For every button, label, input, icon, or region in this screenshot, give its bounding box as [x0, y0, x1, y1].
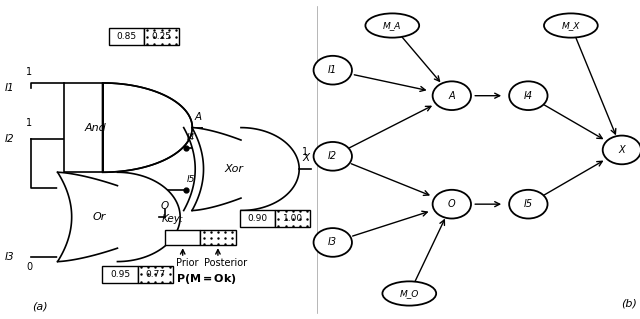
Text: X: X	[302, 153, 310, 163]
Text: I2: I2	[5, 134, 15, 144]
Text: A: A	[195, 112, 202, 122]
Polygon shape	[102, 83, 192, 172]
Bar	[240, 210, 275, 227]
Text: I4: I4	[524, 91, 533, 101]
Text: 0: 0	[26, 262, 33, 271]
Bar	[275, 210, 310, 227]
Text: 1: 1	[302, 147, 308, 157]
Text: Key:: Key:	[162, 214, 184, 224]
Ellipse shape	[433, 190, 471, 219]
Text: M_A: M_A	[383, 21, 401, 30]
Ellipse shape	[314, 228, 352, 257]
Text: I5: I5	[187, 175, 195, 184]
Text: I1: I1	[5, 83, 15, 93]
Text: A: A	[449, 91, 455, 101]
Text: 0.85: 0.85	[116, 32, 136, 41]
Text: (b): (b)	[621, 298, 637, 308]
Text: And: And	[85, 122, 106, 133]
Text: I1: I1	[328, 65, 337, 75]
Text: O: O	[448, 199, 456, 209]
Text: 0.25: 0.25	[152, 32, 172, 41]
Text: 1: 1	[26, 118, 33, 128]
Text: (a): (a)	[32, 301, 47, 311]
Text: 0.90: 0.90	[248, 214, 268, 223]
Ellipse shape	[383, 281, 436, 306]
Text: I5: I5	[524, 199, 533, 209]
Text: X: X	[619, 145, 625, 155]
Polygon shape	[192, 128, 299, 211]
Ellipse shape	[365, 13, 419, 38]
Text: Posterior: Posterior	[204, 258, 247, 268]
Bar	[109, 28, 144, 45]
Ellipse shape	[314, 56, 352, 85]
Text: I3: I3	[328, 237, 337, 248]
Text: 0.77: 0.77	[145, 270, 165, 279]
Ellipse shape	[603, 136, 640, 164]
Text: I3: I3	[5, 252, 15, 262]
Ellipse shape	[509, 81, 548, 110]
Text: 0.95: 0.95	[110, 270, 130, 279]
Ellipse shape	[509, 190, 548, 219]
Ellipse shape	[314, 142, 352, 171]
Text: 1.00: 1.00	[283, 214, 303, 223]
Bar	[144, 28, 179, 45]
Bar	[102, 265, 138, 283]
Text: Or: Or	[93, 212, 106, 222]
Bar	[200, 230, 236, 245]
Ellipse shape	[544, 13, 598, 38]
Text: 1: 1	[26, 67, 33, 77]
Text: I4: I4	[187, 133, 195, 142]
Text: Prior: Prior	[175, 258, 198, 268]
Text: M_X: M_X	[562, 21, 580, 30]
Ellipse shape	[433, 81, 471, 110]
Text: M_O: M_O	[399, 289, 419, 298]
Bar	[165, 230, 200, 245]
Text: I2: I2	[328, 151, 337, 161]
Text: $\bf{P(M = Ok)}$: $\bf{P(M = Ok)}$	[175, 272, 237, 286]
Text: O: O	[161, 201, 169, 211]
Text: Xor: Xor	[224, 164, 243, 174]
Bar	[138, 265, 173, 283]
Polygon shape	[58, 172, 180, 262]
Bar	[64, 83, 102, 172]
